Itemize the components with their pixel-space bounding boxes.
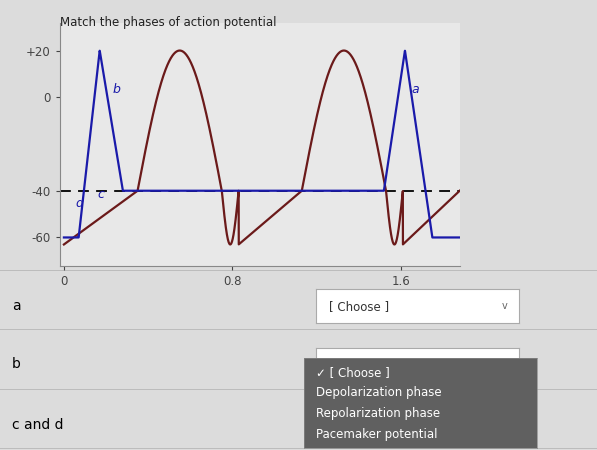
Text: v: v bbox=[501, 360, 507, 370]
Text: Repolarization phase: Repolarization phase bbox=[316, 407, 440, 420]
Text: a: a bbox=[411, 83, 419, 95]
Text: a: a bbox=[12, 299, 20, 313]
Text: ✓ [ Choose ]: ✓ [ Choose ] bbox=[316, 366, 390, 378]
Text: Depolarization phase: Depolarization phase bbox=[316, 387, 442, 399]
Text: [ Choose ]: [ Choose ] bbox=[328, 358, 389, 371]
Text: Match the phases of action potential: Match the phases of action potential bbox=[60, 16, 276, 29]
Text: d: d bbox=[75, 197, 84, 210]
Text: Pacemaker potential: Pacemaker potential bbox=[316, 428, 438, 441]
Text: v: v bbox=[501, 301, 507, 311]
Text: b: b bbox=[12, 357, 21, 372]
Text: b: b bbox=[112, 83, 120, 95]
Text: c and d: c and d bbox=[12, 418, 63, 432]
Text: c: c bbox=[97, 188, 104, 201]
Text: [ Choose ]: [ Choose ] bbox=[328, 300, 389, 313]
